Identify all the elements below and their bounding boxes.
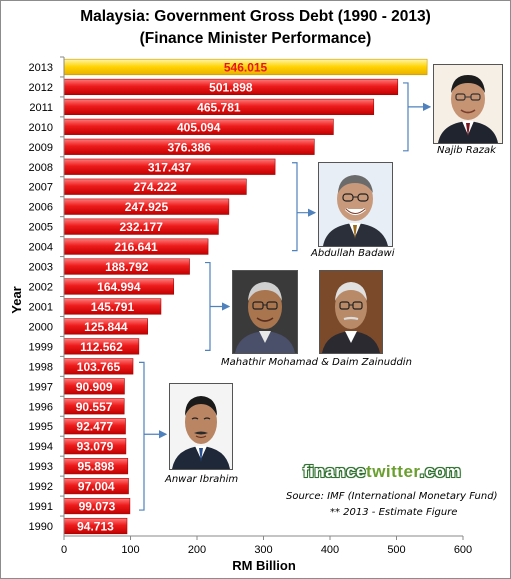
value-label-2004: 216.641	[114, 240, 158, 254]
y-tick-label-2011: 2011	[29, 102, 53, 114]
value-label-1990: 94.713	[77, 520, 114, 534]
estimate-note: ** 2013 - Estimate Figure	[330, 507, 458, 518]
axes-group: 2013201220112010200920082007200620052004…	[29, 56, 472, 556]
y-tick-label-2001: 2001	[29, 301, 53, 313]
value-label-1994: 93.079	[77, 440, 114, 454]
y-tick-label-1998: 1998	[29, 361, 53, 373]
y-tick-label-2004: 2004	[29, 242, 53, 254]
value-label-1998: 103.765	[77, 360, 121, 374]
najib-razak-caption: Najib Razak	[437, 145, 496, 156]
y-tick-label-2009: 2009	[29, 142, 53, 154]
value-label-1992: 97.004	[78, 480, 115, 494]
x-tick-label-100: 100	[121, 544, 139, 556]
value-label-2010: 405.094	[177, 120, 221, 134]
value-label-2007: 274.222	[133, 180, 177, 194]
mahathir-daim-caption: Mahathir Mohamad & Daim Zainuddin	[221, 357, 412, 368]
x-tick-label-300: 300	[254, 544, 272, 556]
financetwitter-watermark: financetwitter.com	[303, 462, 462, 481]
portrait-icon	[319, 163, 392, 246]
portrait-icon	[320, 271, 382, 353]
y-tick-label-2002: 2002	[29, 282, 53, 294]
y-tick-label-1991: 1991	[29, 501, 53, 513]
chart-subtitle: (Finance Minister Performance)	[139, 30, 372, 47]
abdullah-bracket	[292, 162, 317, 252]
najib-razak-photo	[433, 64, 503, 144]
value-label-2009: 376.386	[167, 140, 211, 154]
anwar-ibrahim-photo	[169, 383, 233, 470]
value-label-2003: 188.792	[105, 260, 149, 274]
abdullah-badawi-caption: Abdullah Badawi	[311, 248, 395, 259]
minister-brackets	[139, 82, 432, 511]
portrait-icon	[233, 271, 297, 353]
value-label-1996: 90.557	[76, 400, 113, 414]
y-tick-label-1994: 1994	[29, 441, 53, 453]
y-tick-label-2008: 2008	[29, 162, 53, 174]
anwar-ibrahim-caption: Anwar Ibrahim	[165, 474, 239, 485]
value-label-2011: 465.781	[197, 100, 241, 114]
daim-zainuddin-photo	[319, 270, 383, 354]
y-tick-label-1992: 1992	[29, 481, 53, 493]
value-label-2008: 317.437	[148, 160, 192, 174]
y-tick-label-1990: 1990	[29, 521, 53, 533]
portrait-icon	[170, 384, 232, 469]
anwar-bracket	[139, 361, 168, 511]
y-tick-label-2005: 2005	[29, 222, 53, 234]
value-label-1993: 95.898	[78, 460, 115, 474]
y-tick-label-2006: 2006	[29, 202, 53, 214]
y-tick-label-2000: 2000	[29, 321, 53, 333]
x-tick-label-500: 500	[387, 544, 405, 556]
value-label-2012: 501.898	[209, 80, 253, 94]
x-tick-label-400: 400	[321, 544, 339, 556]
value-label-1997: 90.909	[76, 380, 113, 394]
y-tick-label-2010: 2010	[29, 122, 53, 134]
x-axis-label: RM Billion	[232, 558, 296, 573]
x-tick-label-600: 600	[454, 544, 472, 556]
value-label-2001: 145.791	[91, 300, 135, 314]
y-tick-label-1993: 1993	[29, 461, 53, 473]
x-tick-label-0: 0	[61, 544, 67, 556]
value-label-2013: 546.015	[224, 60, 268, 74]
y-tick-label-2003: 2003	[29, 262, 53, 274]
y-tick-label-1999: 1999	[29, 341, 53, 353]
y-tick-label-2013: 2013	[29, 62, 53, 74]
value-label-2000: 125.844	[84, 320, 128, 334]
bars-group: 546.015 501.898 465.781 405.094 376.386 317.4…	[63, 58, 428, 535]
value-label-1995: 92.477	[76, 420, 113, 434]
najib-bracket	[403, 82, 432, 152]
y-tick-label-1996: 1996	[29, 401, 53, 413]
x-tick-label-200: 200	[188, 544, 206, 556]
value-label-2002: 164.994	[97, 280, 141, 294]
value-label-1991: 99.073	[79, 500, 116, 514]
y-tick-label-2012: 2012	[29, 82, 53, 94]
y-axis-label: Year	[9, 286, 24, 313]
portrait-icon	[434, 65, 502, 143]
value-label-2006: 247.925	[125, 200, 169, 214]
y-tick-label-1997: 1997	[29, 381, 53, 393]
mahathir-mohamad-photo	[232, 270, 298, 354]
abdullah-badawi-photo	[318, 162, 393, 247]
mahathir-bracket	[205, 261, 231, 351]
y-tick-label-2007: 2007	[29, 182, 53, 194]
value-label-2005: 232.177	[120, 220, 164, 234]
y-tick-label-1995: 1995	[29, 421, 53, 433]
value-label-1999: 112.562	[80, 340, 123, 354]
chart-title: Malaysia: Government Gross Debt (1990 - …	[80, 8, 431, 25]
source-note: Source: IMF (International Monetary Fund…	[286, 491, 498, 502]
